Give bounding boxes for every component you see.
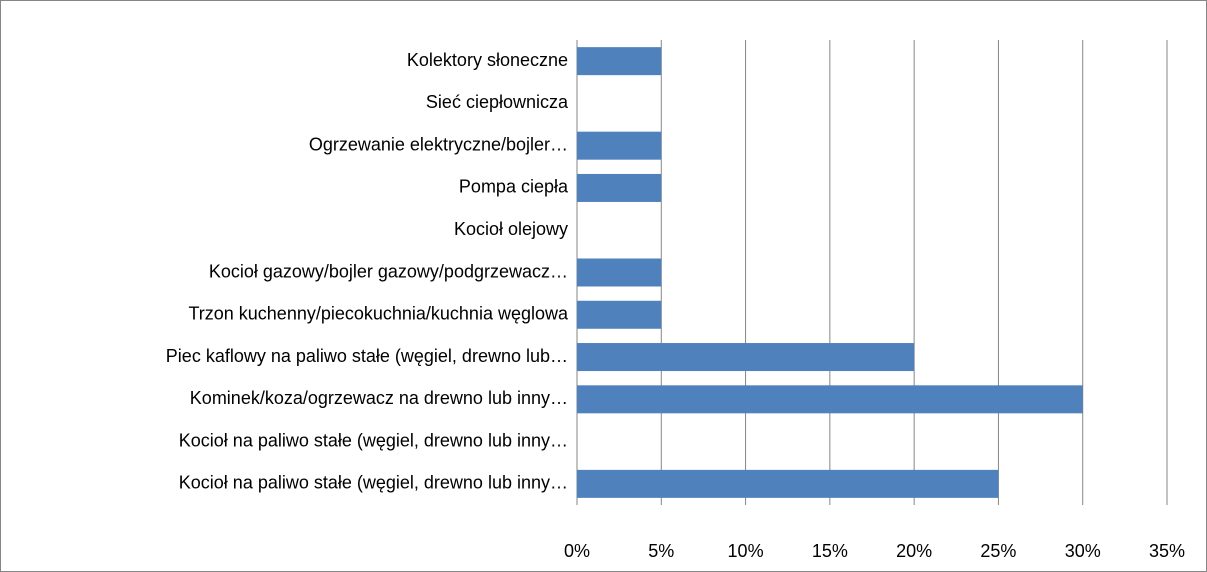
bar: [577, 131, 662, 160]
y-tick-label: Kominek/koza/ogrzewacz na drewno lub inn…: [190, 388, 568, 408]
bar: [577, 47, 662, 76]
x-tick-label: 5%: [648, 541, 674, 561]
bar: [577, 469, 999, 498]
x-tick-label: 15%: [812, 541, 848, 561]
y-tick-label: Kolektory słoneczne: [407, 50, 568, 70]
y-tick-label: Sieć ciepłownicza: [426, 92, 569, 112]
bar: [577, 300, 662, 329]
y-tick-label: Pompa ciepła: [459, 177, 569, 197]
x-tick-label: 0%: [564, 541, 590, 561]
x-tick-label: 35%: [1149, 541, 1185, 561]
y-tick-label: Kocioł gazowy/bojler gazowy/podgrzewacz…: [209, 261, 568, 281]
bar: [577, 173, 662, 202]
bar: [577, 258, 662, 287]
y-tick-label: Kocioł na paliwo stałe (węgiel, drewno l…: [179, 473, 568, 493]
x-tick-label: 10%: [728, 541, 764, 561]
y-tick-label: Kocioł na paliwo stałe (węgiel, drewno l…: [179, 430, 568, 450]
y-tick-label: Kocioł olejowy: [454, 219, 568, 239]
bar: [577, 343, 915, 372]
y-tick-label: Trzon kuchenny/piecokuchnia/kuchnia węgl…: [188, 304, 569, 324]
y-tick-label: Ogrzewanie elektryczne/bojler…: [309, 134, 568, 154]
x-tick-label: 25%: [980, 541, 1016, 561]
x-tick-label: 30%: [1065, 541, 1101, 561]
bar: [577, 385, 1083, 414]
y-tick-label: Piec kaflowy na paliwo stałe (węgiel, dr…: [166, 346, 568, 366]
x-tick-label: 20%: [896, 541, 932, 561]
